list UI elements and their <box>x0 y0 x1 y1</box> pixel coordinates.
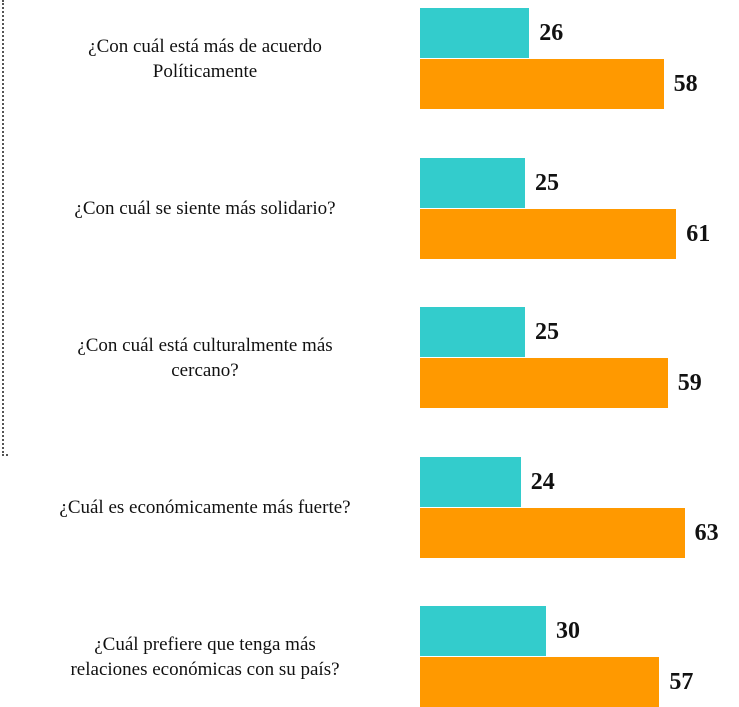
label-line: ¿Cuál es económicamente más fuerte? <box>59 497 351 518</box>
label-line: ¿Con cuál está culturalmente más <box>77 335 333 356</box>
bar <box>420 456 521 507</box>
category-label: ¿Con cuál está culturalmente más cercano? <box>0 333 410 383</box>
bar <box>420 606 546 656</box>
bar <box>420 507 685 558</box>
label-line: ¿Con cuál se siente más solidario? <box>74 198 336 219</box>
bar <box>420 8 530 58</box>
bar <box>420 157 525 208</box>
value-label: 61 <box>686 220 711 247</box>
value-label: 58 <box>673 71 698 97</box>
category-label: ¿Cuál es económicamente más fuerte? <box>0 495 410 520</box>
value-label: 30 <box>556 618 580 644</box>
bar <box>420 358 668 408</box>
bar <box>420 59 664 109</box>
label-line: Políticamente <box>152 61 258 82</box>
label-line: cercano? <box>171 360 239 381</box>
value-label: 24 <box>530 468 555 495</box>
label-line: ¿Cuál prefiere que tenga más <box>94 634 316 655</box>
value-label: 26 <box>539 20 564 46</box>
label-line: relaciones económicas con su país? <box>70 659 340 680</box>
bar <box>420 208 677 259</box>
category-label: ¿Con cuál está más de acuerdo Políticamen… <box>0 34 410 84</box>
category-label: ¿Con cuál se siente más solidario? <box>0 196 410 221</box>
label-line: ¿Con cuál está más de acuerdo <box>88 36 322 57</box>
value-label: 59 <box>677 370 702 396</box>
frame-edge <box>2 0 8 456</box>
value-label: 25 <box>535 169 559 196</box>
bar <box>420 307 525 357</box>
value-label: 63 <box>694 519 719 546</box>
bar <box>420 657 660 707</box>
category-label: ¿Cuál prefiere que tenga más relaciones e… <box>0 632 410 682</box>
value-label: 25 <box>535 319 559 345</box>
value-label: 57 <box>669 669 694 695</box>
